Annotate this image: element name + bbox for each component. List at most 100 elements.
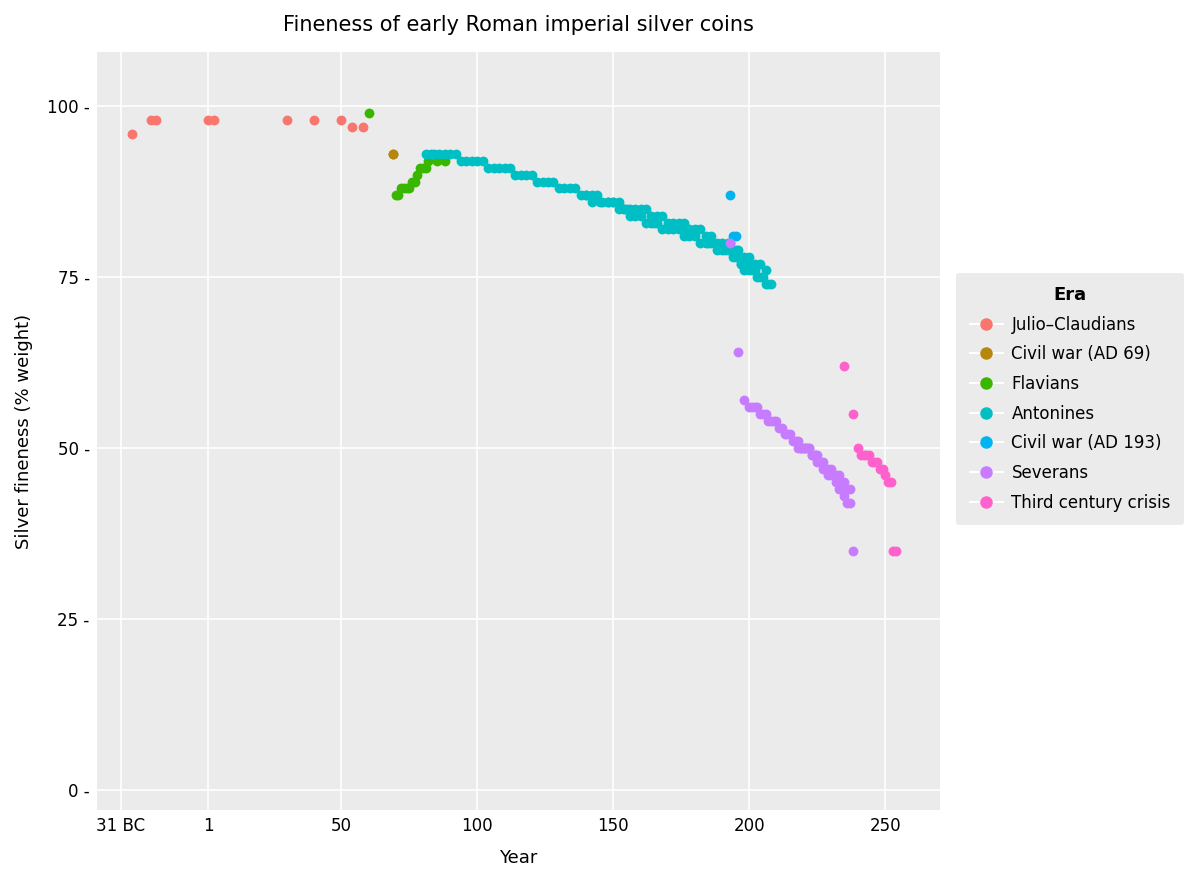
Point — [400, 182, 419, 196]
Point — [479, 161, 498, 175]
Point — [868, 455, 887, 469]
Point — [490, 161, 509, 175]
Point — [814, 455, 833, 469]
Point — [713, 243, 732, 257]
Point — [590, 195, 610, 209]
Point — [408, 168, 427, 182]
Point — [750, 270, 769, 284]
Point — [451, 154, 470, 168]
Point — [758, 277, 778, 291]
Point — [739, 400, 758, 415]
Point — [631, 209, 650, 223]
Point — [764, 414, 784, 428]
Point — [571, 188, 590, 202]
Point — [745, 400, 764, 415]
Point — [775, 428, 794, 442]
Point — [698, 236, 718, 250]
Point — [636, 215, 655, 229]
Point — [576, 188, 595, 202]
Point — [406, 175, 425, 189]
Point — [832, 482, 851, 497]
Point — [824, 468, 844, 482]
Point — [824, 468, 844, 482]
Point — [419, 154, 438, 168]
Point — [691, 236, 710, 250]
Point — [416, 147, 436, 161]
Point — [354, 120, 373, 134]
Point — [430, 147, 449, 161]
Point — [620, 209, 640, 223]
Point — [718, 236, 737, 250]
Point — [653, 222, 672, 236]
Legend: Julio–Claudians, Civil war (AD 69), Flavians, Antonines, Civil war (AD 193), Sev: Julio–Claudians, Civil war (AD 69), Flav… — [956, 273, 1184, 525]
Point — [122, 127, 142, 141]
Point — [810, 455, 829, 469]
Point — [803, 448, 822, 462]
Point — [794, 441, 814, 455]
Point — [647, 215, 666, 229]
Point — [395, 182, 414, 196]
Point — [743, 400, 762, 415]
Point — [604, 195, 623, 209]
Point — [799, 441, 818, 455]
Point — [805, 448, 824, 462]
Point — [835, 359, 854, 373]
Point — [625, 202, 644, 216]
Point — [732, 257, 751, 271]
Point — [391, 182, 410, 196]
Point — [721, 243, 740, 257]
Point — [821, 461, 840, 475]
Point — [728, 250, 748, 264]
Point — [410, 161, 430, 175]
Point — [726, 250, 745, 264]
Point — [743, 264, 762, 278]
Point — [565, 182, 584, 196]
Point — [446, 147, 466, 161]
Point — [840, 482, 859, 497]
Point — [658, 222, 677, 236]
Point — [702, 236, 721, 250]
Point — [827, 468, 846, 482]
Point — [739, 264, 758, 278]
Point — [425, 147, 444, 161]
Point — [876, 468, 895, 482]
Point — [734, 264, 754, 278]
Point — [560, 182, 580, 196]
Point — [756, 407, 775, 421]
Point — [599, 195, 618, 209]
Point — [788, 434, 808, 448]
Point — [672, 222, 691, 236]
Point — [721, 188, 740, 202]
Point — [786, 434, 805, 448]
Point — [617, 202, 636, 216]
Point — [756, 277, 775, 291]
Point — [794, 441, 814, 455]
Point — [644, 215, 664, 229]
Point — [702, 229, 721, 243]
Point — [769, 421, 788, 435]
Point — [582, 188, 601, 202]
Point — [816, 461, 835, 475]
Point — [865, 455, 884, 469]
Point — [386, 188, 406, 202]
Point — [680, 222, 700, 236]
Point — [614, 202, 634, 216]
Point — [851, 448, 870, 462]
Point — [835, 489, 854, 503]
Point — [887, 543, 906, 557]
Point — [848, 441, 868, 455]
Point — [754, 407, 773, 421]
Point — [715, 243, 734, 257]
Point — [674, 215, 694, 229]
Point — [550, 182, 569, 196]
Point — [721, 236, 740, 250]
Point — [707, 243, 726, 257]
Point — [413, 161, 432, 175]
Point — [142, 113, 161, 127]
Point — [726, 243, 745, 257]
Point — [610, 195, 629, 209]
Point — [402, 175, 421, 189]
Point — [582, 195, 601, 209]
Point — [539, 175, 558, 189]
Point — [773, 421, 792, 435]
